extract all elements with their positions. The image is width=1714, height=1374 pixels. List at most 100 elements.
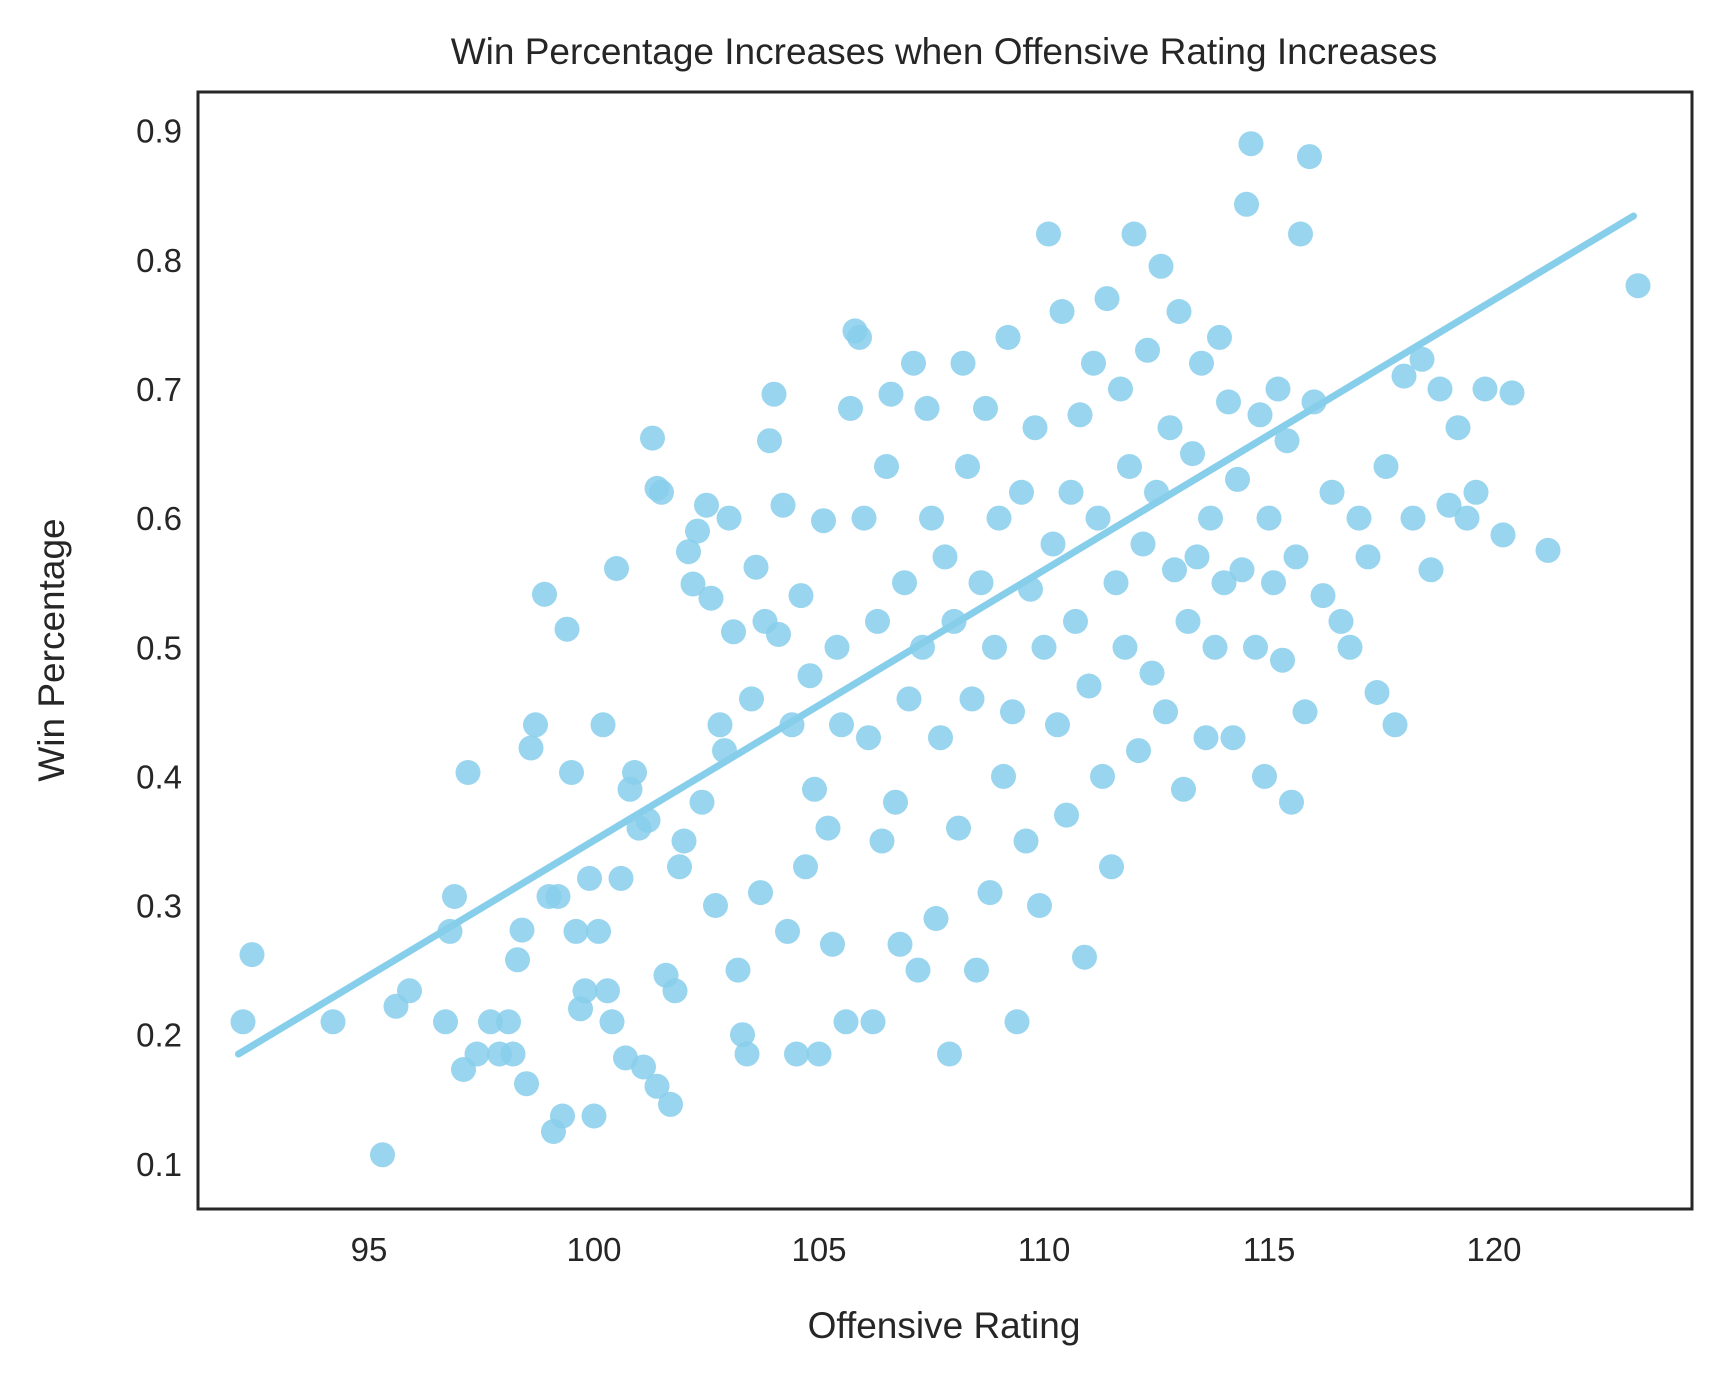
data-point [874, 454, 899, 479]
data-point [766, 621, 791, 647]
y-tick-label: 0.4 [136, 758, 182, 795]
data-point [1112, 634, 1138, 660]
data-point [923, 906, 949, 931]
data-point [514, 1071, 539, 1097]
data-point [1499, 380, 1525, 406]
data-point [986, 505, 1012, 531]
data-point [685, 518, 710, 544]
data-point [644, 1073, 670, 1099]
data-point [397, 978, 422, 1004]
data-point [739, 686, 764, 712]
data-point [509, 917, 535, 943]
data-point [1229, 557, 1255, 583]
data-point [1297, 144, 1322, 170]
data-point [1099, 854, 1124, 880]
data-point [725, 957, 751, 983]
data-point [788, 583, 814, 609]
data-point [518, 735, 544, 761]
data-point [230, 1009, 256, 1035]
x-tick-label: 120 [1466, 1231, 1521, 1268]
data-point [1036, 221, 1061, 247]
data-point [631, 1054, 656, 1080]
data-point [505, 947, 530, 973]
data-point [496, 1009, 521, 1035]
data-point [1207, 324, 1232, 350]
trend-line [235, 212, 1637, 1058]
data-point [464, 1041, 490, 1067]
data-point [676, 539, 701, 565]
data-point [1279, 789, 1304, 815]
data-point [649, 479, 674, 505]
data-point [829, 712, 854, 738]
data-point [554, 616, 580, 642]
data-point [1193, 725, 1219, 751]
data-point [1013, 828, 1039, 854]
data-point [1049, 299, 1075, 324]
data-point [1472, 376, 1498, 402]
data-point [995, 324, 1021, 350]
data-point [901, 350, 926, 376]
data-point [914, 395, 940, 421]
data-point [1319, 479, 1345, 505]
data-point [550, 1103, 575, 1129]
data-point [1436, 492, 1462, 518]
data-point [1085, 505, 1111, 531]
data-point [932, 544, 958, 570]
data-point [1261, 570, 1286, 596]
data-point [977, 880, 1003, 906]
data-point [595, 978, 620, 1004]
data-point [640, 425, 665, 451]
data-point [442, 884, 467, 909]
data-point [523, 712, 548, 738]
data-point [577, 865, 602, 891]
data-point [1427, 376, 1453, 402]
data-point [608, 865, 634, 891]
data-point [622, 760, 647, 785]
data-point [1031, 634, 1057, 660]
data-point [964, 957, 989, 983]
data-point [869, 828, 895, 854]
data-point [883, 789, 908, 815]
data-point [865, 608, 890, 634]
data-point [856, 725, 881, 751]
data-point [1153, 699, 1178, 725]
data-point [982, 634, 1007, 660]
data-point [838, 395, 863, 421]
data-point [1490, 522, 1516, 548]
data-point [757, 428, 782, 454]
x-tick-label: 105 [791, 1231, 846, 1268]
y-tick-label: 0.5 [136, 629, 182, 666]
x-tick-label: 100 [566, 1231, 621, 1268]
data-point [698, 585, 724, 611]
data-point [563, 918, 589, 944]
data-point [1198, 505, 1223, 531]
data-point [604, 556, 629, 581]
data-point [887, 931, 913, 957]
data-point [370, 1142, 395, 1168]
data-point [689, 789, 715, 815]
data-point [1256, 505, 1282, 531]
data-point [1022, 415, 1048, 441]
plot-frame [196, 90, 1694, 1211]
data-point [1391, 363, 1417, 389]
data-point [1216, 389, 1241, 415]
data-point [815, 815, 841, 841]
data-point [1009, 479, 1034, 505]
data-point [1346, 505, 1372, 531]
data-point [1045, 712, 1070, 738]
x-tick-label: 95 [351, 1231, 388, 1268]
data-point [721, 619, 746, 645]
data-point [1243, 634, 1268, 660]
data-point [716, 505, 742, 531]
data-point [1252, 763, 1277, 789]
data-point [1418, 557, 1444, 583]
data-point [707, 712, 733, 738]
data-point [581, 1103, 607, 1129]
data-point [1409, 346, 1435, 372]
data-point [973, 395, 998, 421]
data-point [1288, 221, 1313, 247]
data-point [239, 942, 265, 968]
chart-title: Win Percentage Increases when Offensive … [451, 31, 1438, 72]
y-tick-label: 0.7 [136, 371, 182, 408]
data-point [892, 570, 917, 596]
